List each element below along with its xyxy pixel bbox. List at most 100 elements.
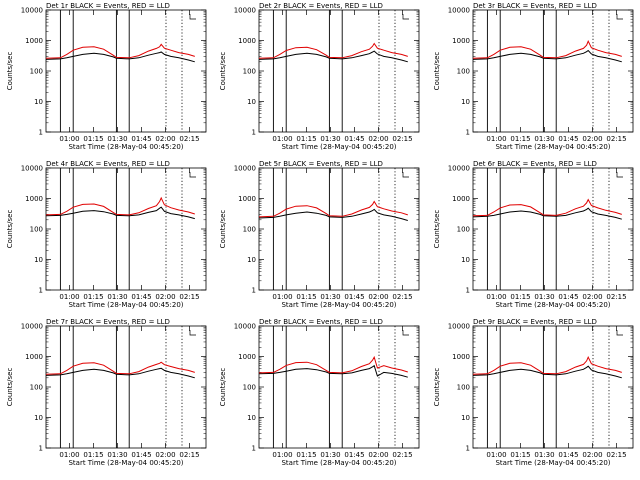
- chart-2-title: Det 2r BLACK = Events, RED = LLD: [259, 2, 383, 10]
- chart-7-xlabel: Start Time (28-May-04 00:45:20): [68, 459, 183, 467]
- chart-4-xlabel: Start Time (28-May-04 00:45:20): [68, 301, 183, 309]
- chart-4-xtick-label: 02:00: [155, 293, 175, 301]
- chart-1-ytick-label: 100: [30, 68, 43, 76]
- chart-8-xtick-label: 01:45: [344, 451, 364, 459]
- chart-8-corner-mark: [402, 330, 409, 336]
- chart-9-ytick-label: 10: [461, 414, 470, 422]
- chart-9-ytick-label: 1: [466, 445, 470, 453]
- chart-5-series-lld-line: [258, 200, 408, 218]
- chart-3-title: Det 3r BLACK = Events, RED = LLD: [473, 2, 597, 10]
- chart-6-xtick-label: 01:30: [534, 293, 554, 301]
- chart-9-xtick-label: 01:15: [510, 451, 530, 459]
- chart-5-xtick-label: 02:00: [368, 293, 388, 301]
- chart-5-xtick-label: 01:00: [272, 293, 292, 301]
- chart-8-series-events-line: [258, 364, 408, 378]
- chart-6-ytick-label: 10: [461, 256, 470, 264]
- chart-8-xtick-label: 02:15: [392, 451, 412, 459]
- chart-4-xtick-label: 01:30: [107, 293, 127, 301]
- chart-2-xtick-label: 01:15: [296, 135, 316, 143]
- chart-3-ytick-label: 100: [457, 68, 470, 76]
- chart-6-ytick-label: 1: [466, 287, 470, 295]
- chart-5-ytick-label: 10: [247, 256, 256, 264]
- chart-1-xtick-label: 01:00: [59, 135, 79, 143]
- chart-6-xtick-label: 02:15: [606, 293, 626, 301]
- chart-4-xtick-label: 01:15: [83, 293, 103, 301]
- chart-4-xtick-label: 02:15: [179, 293, 199, 301]
- chart-4-panel: Det 4r BLACK = Events, RED = LLD 1 10 100 10…: [6, 160, 207, 309]
- chart-6-xlabel: Start Time (28-May-04 00:45:20): [495, 301, 610, 309]
- chart-8-ylabel: Counts/sec: [219, 368, 227, 407]
- chart-7-series-events-line: [45, 367, 195, 379]
- chart-2-xtick-label: 02:15: [392, 135, 412, 143]
- chart-7-title: Det 7r BLACK = Events, RED = LLD: [46, 318, 170, 326]
- chart-9-xtick-label: 01:45: [558, 451, 578, 459]
- chart-9-ylabel: Counts/sec: [433, 368, 441, 407]
- chart-6-xtick-label: 02:00: [582, 293, 602, 301]
- chart-5-corner-mark: [402, 172, 409, 178]
- chart-7-series-lld-line: [45, 361, 195, 375]
- chart-5-title: Det 5r BLACK = Events, RED = LLD: [259, 160, 383, 168]
- chart-8-ytick-label: 1000: [238, 353, 256, 361]
- chart-6-ytick-label: 1000: [452, 195, 470, 203]
- chart-4-series-events-line: [45, 206, 195, 220]
- chart-8-title: Det 8r BLACK = Events, RED = LLD: [259, 318, 383, 326]
- chart-4-title: Det 4r BLACK = Events, RED = LLD: [46, 160, 170, 168]
- chart-2-ytick-label: 1: [252, 129, 256, 137]
- chart-3-xtick-label: 01:30: [534, 135, 554, 143]
- chart-9-xtick-label: 02:00: [582, 451, 602, 459]
- chart-1-panel: Det 1r BLACK = Events, RED = LLD 1 10 100 10…: [6, 2, 207, 151]
- chart-4-xtick-label: 01:45: [131, 293, 151, 301]
- chart-7-xtick-label: 01:45: [131, 451, 151, 459]
- chart-1-ytick-label: 1000: [25, 37, 43, 45]
- chart-6-xtick-label: 01:15: [510, 293, 530, 301]
- chart-5-xtick-label: 02:15: [392, 293, 412, 301]
- chart-5-panel: Det 5r BLACK = Events, RED = LLD 1 10 100 10…: [219, 160, 420, 309]
- chart-7-ylabel: Counts/sec: [6, 368, 14, 407]
- chart-7-corner-mark: [189, 330, 196, 336]
- chart-3-xtick-label: 01:45: [558, 135, 578, 143]
- chart-2-xlabel: Start Time (28-May-04 00:45:20): [281, 143, 396, 151]
- chart-9-ytick-label: 10000: [448, 323, 470, 331]
- chart-9-panel: Det 9r BLACK = Events, RED = LLD 1 10 100 10…: [433, 318, 634, 467]
- chart-6-series-events-line: [472, 207, 622, 220]
- chart-3-ytick-label: 1000: [452, 37, 470, 45]
- chart-3-xtick-label: 02:15: [606, 135, 626, 143]
- chart-2-ytick-label: 10000: [234, 7, 256, 15]
- chart-6-corner-mark: [616, 172, 623, 178]
- chart-1-ytick-label: 1: [39, 129, 43, 137]
- chart-8-xtick-label: 01:15: [296, 451, 316, 459]
- chart-4-series-lld-line: [45, 196, 195, 216]
- chart-3-series-events-line: [472, 49, 622, 63]
- chart-8-ytick-label: 1: [252, 445, 256, 453]
- chart-9-series-lld-line: [472, 356, 622, 375]
- chart-7-ytick-label: 100: [30, 384, 43, 392]
- chart-3-xlabel: Start Time (28-May-04 00:45:20): [495, 143, 610, 151]
- chart-1-xtick-label: 01:30: [107, 135, 127, 143]
- chart-2-ytick-label: 1000: [238, 37, 256, 45]
- chart-2-xtick-label: 02:00: [368, 135, 388, 143]
- chart-1-series-events-line: [45, 51, 195, 63]
- chart-3-xtick-label: 01:00: [486, 135, 506, 143]
- chart-5-ytick-label: 1000: [238, 195, 256, 203]
- chart-7-ytick-label: 1000: [25, 353, 43, 361]
- chart-4-ytick-label: 10000: [21, 165, 43, 173]
- chart-9-title: Det 9r BLACK = Events, RED = LLD: [473, 318, 597, 326]
- chart-8-ytick-label: 100: [243, 384, 256, 392]
- chart-8-xtick-label: 01:00: [272, 451, 292, 459]
- chart-6-xtick-label: 01:45: [558, 293, 578, 301]
- chart-5-series-events-line: [258, 208, 408, 221]
- chart-9-series-events-line: [472, 365, 622, 379]
- chart-1-series-lld-line: [45, 43, 195, 59]
- chart-1-ytick-label: 10: [34, 98, 43, 106]
- chart-9-ytick-label: 100: [457, 384, 470, 392]
- chart-9-xtick-label: 01:00: [486, 451, 506, 459]
- chart-6-ytick-label: 10000: [448, 165, 470, 173]
- chart-2-series-lld-line: [258, 42, 408, 59]
- chart-4-corner-mark: [189, 172, 196, 178]
- chart-6-ytick-label: 100: [457, 226, 470, 234]
- chart-9-xtick-label: 02:15: [606, 451, 626, 459]
- chart-6-ylabel: Counts/sec: [433, 210, 441, 249]
- chart-8-ytick-label: 10000: [234, 323, 256, 331]
- chart-2-ytick-label: 100: [243, 68, 256, 76]
